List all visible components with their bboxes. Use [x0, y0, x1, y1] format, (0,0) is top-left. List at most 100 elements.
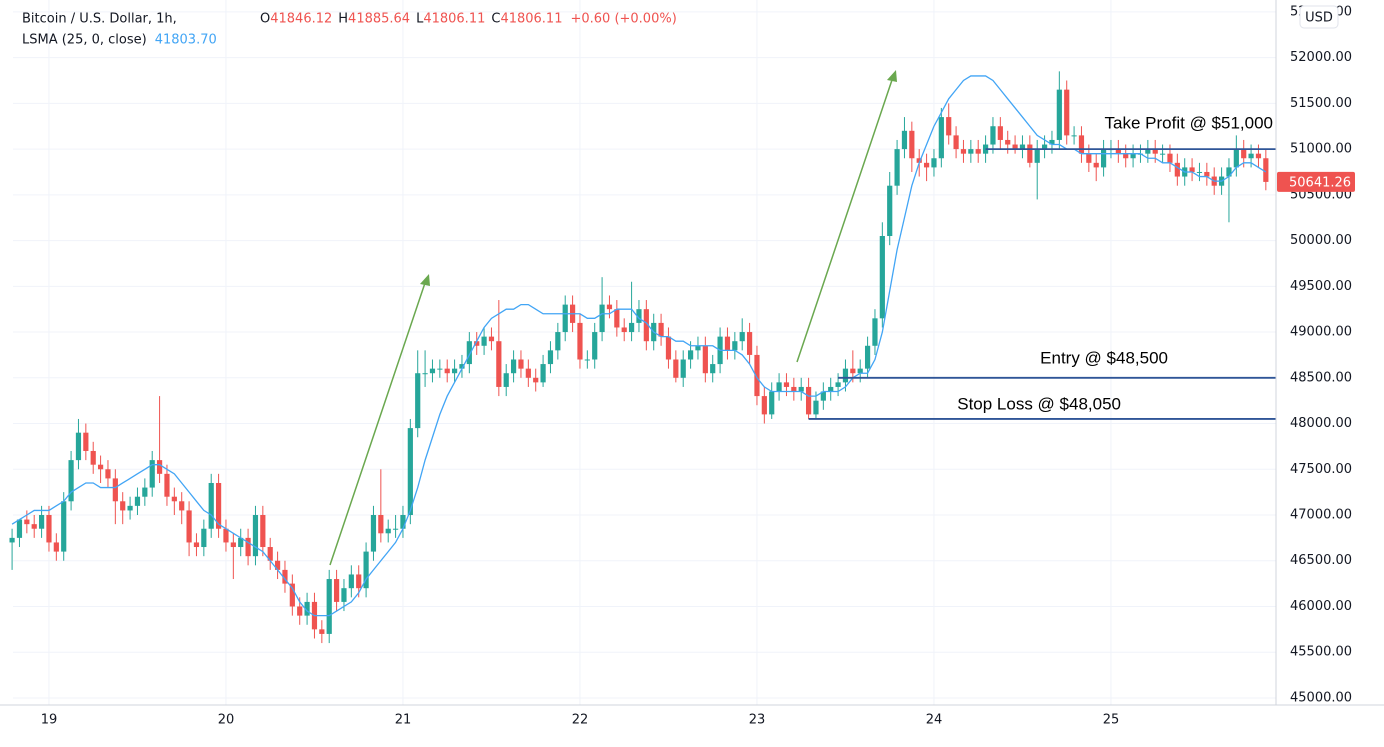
price-tag-label: 50641.26	[1289, 175, 1351, 190]
candle-body	[134, 496, 141, 506]
candle-body	[879, 236, 885, 319]
candle-body	[31, 524, 37, 529]
candle-body	[1071, 135, 1077, 137]
y-tick-label: 46500.00	[1290, 553, 1352, 568]
candle-body	[370, 515, 377, 552]
candle-body	[938, 117, 944, 159]
candle-body	[864, 345, 871, 369]
candle-body	[215, 482, 222, 529]
candle-body	[665, 336, 672, 360]
candle-body	[1041, 144, 1048, 150]
candle-body	[724, 336, 731, 351]
candle-body	[24, 519, 30, 525]
candle-body	[584, 359, 590, 361]
candle-body	[990, 126, 996, 145]
candle-body	[835, 382, 841, 387]
quote-key: C	[491, 12, 500, 27]
candle-body	[953, 135, 959, 150]
candle-body	[437, 368, 443, 370]
candle-body	[238, 537, 244, 548]
y-tick-label: 51500.00	[1290, 96, 1352, 111]
candle-body	[673, 359, 679, 378]
currency-button[interactable]	[1299, 5, 1339, 29]
candle-body	[356, 574, 362, 589]
header: Bitcoin / U.S. Dollar, 1h, O 41846.12 H 4188…	[22, 12, 677, 48]
candle-body	[887, 185, 893, 237]
candle-body	[319, 629, 325, 634]
quote-change: +0.60 (+0.00%)	[570, 12, 676, 27]
candle-body	[164, 473, 170, 497]
candle-body	[1086, 153, 1092, 163]
y-tick-label: 51000.00	[1290, 142, 1352, 157]
candle-body	[761, 396, 767, 415]
candle-body	[474, 341, 480, 346]
candle-body	[156, 460, 163, 474]
candle-body	[252, 515, 259, 557]
candle-body	[1049, 139, 1055, 145]
candle-body	[769, 391, 775, 415]
candle-body	[1078, 135, 1085, 154]
candle-body	[828, 386, 834, 392]
candle-body	[621, 327, 627, 333]
candle-body	[1034, 149, 1040, 163]
candle-body	[518, 359, 524, 369]
candle-body	[186, 510, 192, 543]
y-tick-label: 47000.00	[1290, 508, 1352, 523]
candle-body	[274, 560, 281, 570]
x-tick-label: 20	[218, 713, 235, 728]
candle-body	[1130, 153, 1136, 159]
candle-body	[171, 496, 177, 502]
candle-body	[791, 386, 797, 392]
candle-body	[429, 368, 436, 374]
candle-body	[577, 322, 583, 360]
candle-body	[444, 368, 450, 374]
study-value: 41803.70	[155, 33, 217, 48]
symbol-name: Bitcoin / U.S. Dollar, 1h,	[22, 12, 177, 27]
candle-body	[1100, 149, 1107, 168]
candle-body	[606, 304, 613, 310]
quote-value: 41846.12	[270, 12, 332, 27]
x-tick-label: 21	[395, 713, 412, 728]
candle-body	[628, 322, 635, 333]
candle-body	[451, 368, 458, 374]
candle-body	[496, 341, 502, 387]
candle-body	[326, 579, 332, 634]
candle-body	[702, 345, 708, 374]
candle-body	[333, 579, 340, 602]
candle-body	[481, 336, 487, 346]
candle-body	[127, 505, 133, 511]
candle-body	[783, 382, 790, 387]
candle-body	[105, 469, 111, 479]
candle-body	[997, 126, 1003, 140]
arrow-head	[887, 70, 897, 82]
lsma-line	[11, 75, 1267, 617]
y-tick-label: 49500.00	[1290, 279, 1352, 294]
candle-body	[83, 432, 89, 451]
candle-body	[1189, 167, 1195, 172]
candle-body	[813, 400, 819, 415]
price-tag	[1277, 171, 1355, 192]
candle-body	[547, 350, 554, 365]
y-tick-label: 46000.00	[1290, 599, 1352, 614]
candle-body	[946, 117, 952, 136]
quote-value: 41885.64	[348, 12, 410, 27]
candle-body	[1145, 149, 1151, 154]
candle-body	[1019, 144, 1026, 150]
candle-body	[61, 501, 67, 552]
candle-body	[909, 130, 915, 159]
candle-body	[1196, 171, 1203, 173]
candle-body	[503, 373, 509, 387]
candle-body	[555, 332, 561, 351]
candle-body	[341, 588, 347, 602]
y-tick-label: 47500.00	[1290, 462, 1352, 477]
candle-body	[142, 487, 148, 497]
candle-body	[1027, 144, 1033, 163]
candle-body	[46, 515, 52, 543]
level-label: Take Profit @ $51,000	[1105, 114, 1273, 133]
candle-body	[636, 309, 642, 323]
candle-body	[960, 149, 967, 154]
candle-body	[540, 364, 546, 383]
candle-body	[1123, 153, 1129, 159]
candle-body	[975, 149, 981, 154]
candle-body	[208, 482, 214, 529]
